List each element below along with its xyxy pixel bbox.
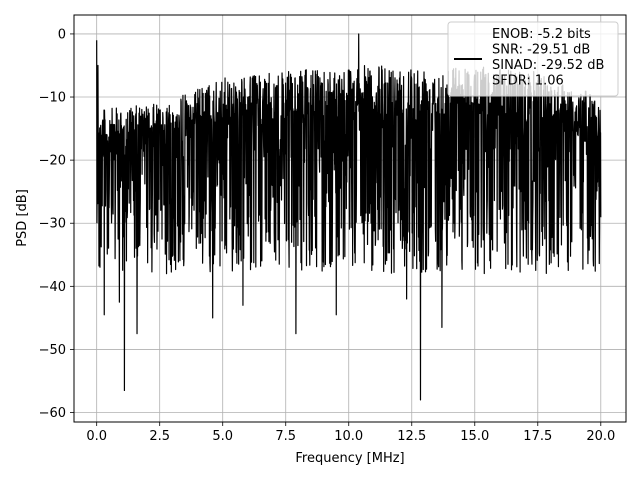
x-tick-label: 0.0 xyxy=(86,429,107,444)
legend: ENOB: -5.2 bits SNR: -29.51 dB SINAD: -29.… xyxy=(447,21,619,97)
y-tick-label: −60 xyxy=(39,406,66,421)
psd-series-path xyxy=(96,33,602,401)
x-tick-label: 2.5 xyxy=(149,429,170,444)
y-tick-label: −10 xyxy=(39,91,66,106)
legend-box xyxy=(447,21,619,97)
x-tick-label: 7.5 xyxy=(275,429,296,444)
y-tick-label: −50 xyxy=(39,343,66,358)
y-tick-label: 0 xyxy=(58,27,66,42)
x-tick-label: 20.0 xyxy=(586,429,615,444)
x-tick-label: 12.5 xyxy=(397,429,426,444)
y-axis-label: PSD [dB] xyxy=(15,189,30,247)
y-tick-label: −20 xyxy=(39,154,66,169)
plot-frame xyxy=(73,14,627,423)
x-tick-label: 15.0 xyxy=(460,429,489,444)
y-axis: 0 −10 −20 −30 −40 −50 −60 xyxy=(39,27,74,421)
x-tick-label: 5.0 xyxy=(212,429,233,444)
series-line xyxy=(96,33,602,401)
y-tick-label: −40 xyxy=(39,280,66,295)
x-tick-label: 17.5 xyxy=(523,429,552,444)
x-tick-label: 10.0 xyxy=(334,429,363,444)
x-axis-label: Frequency [MHz] xyxy=(295,451,404,466)
legend-label: ENOB: -5.2 bits SNR: -29.51 dB SINAD: -29.… xyxy=(492,27,604,89)
x-axis: 0.0 2.5 5.0 7.5 10.0 12.5 15.0 17.5 20.0 xyxy=(86,422,615,444)
y-tick-label: −30 xyxy=(39,217,66,232)
